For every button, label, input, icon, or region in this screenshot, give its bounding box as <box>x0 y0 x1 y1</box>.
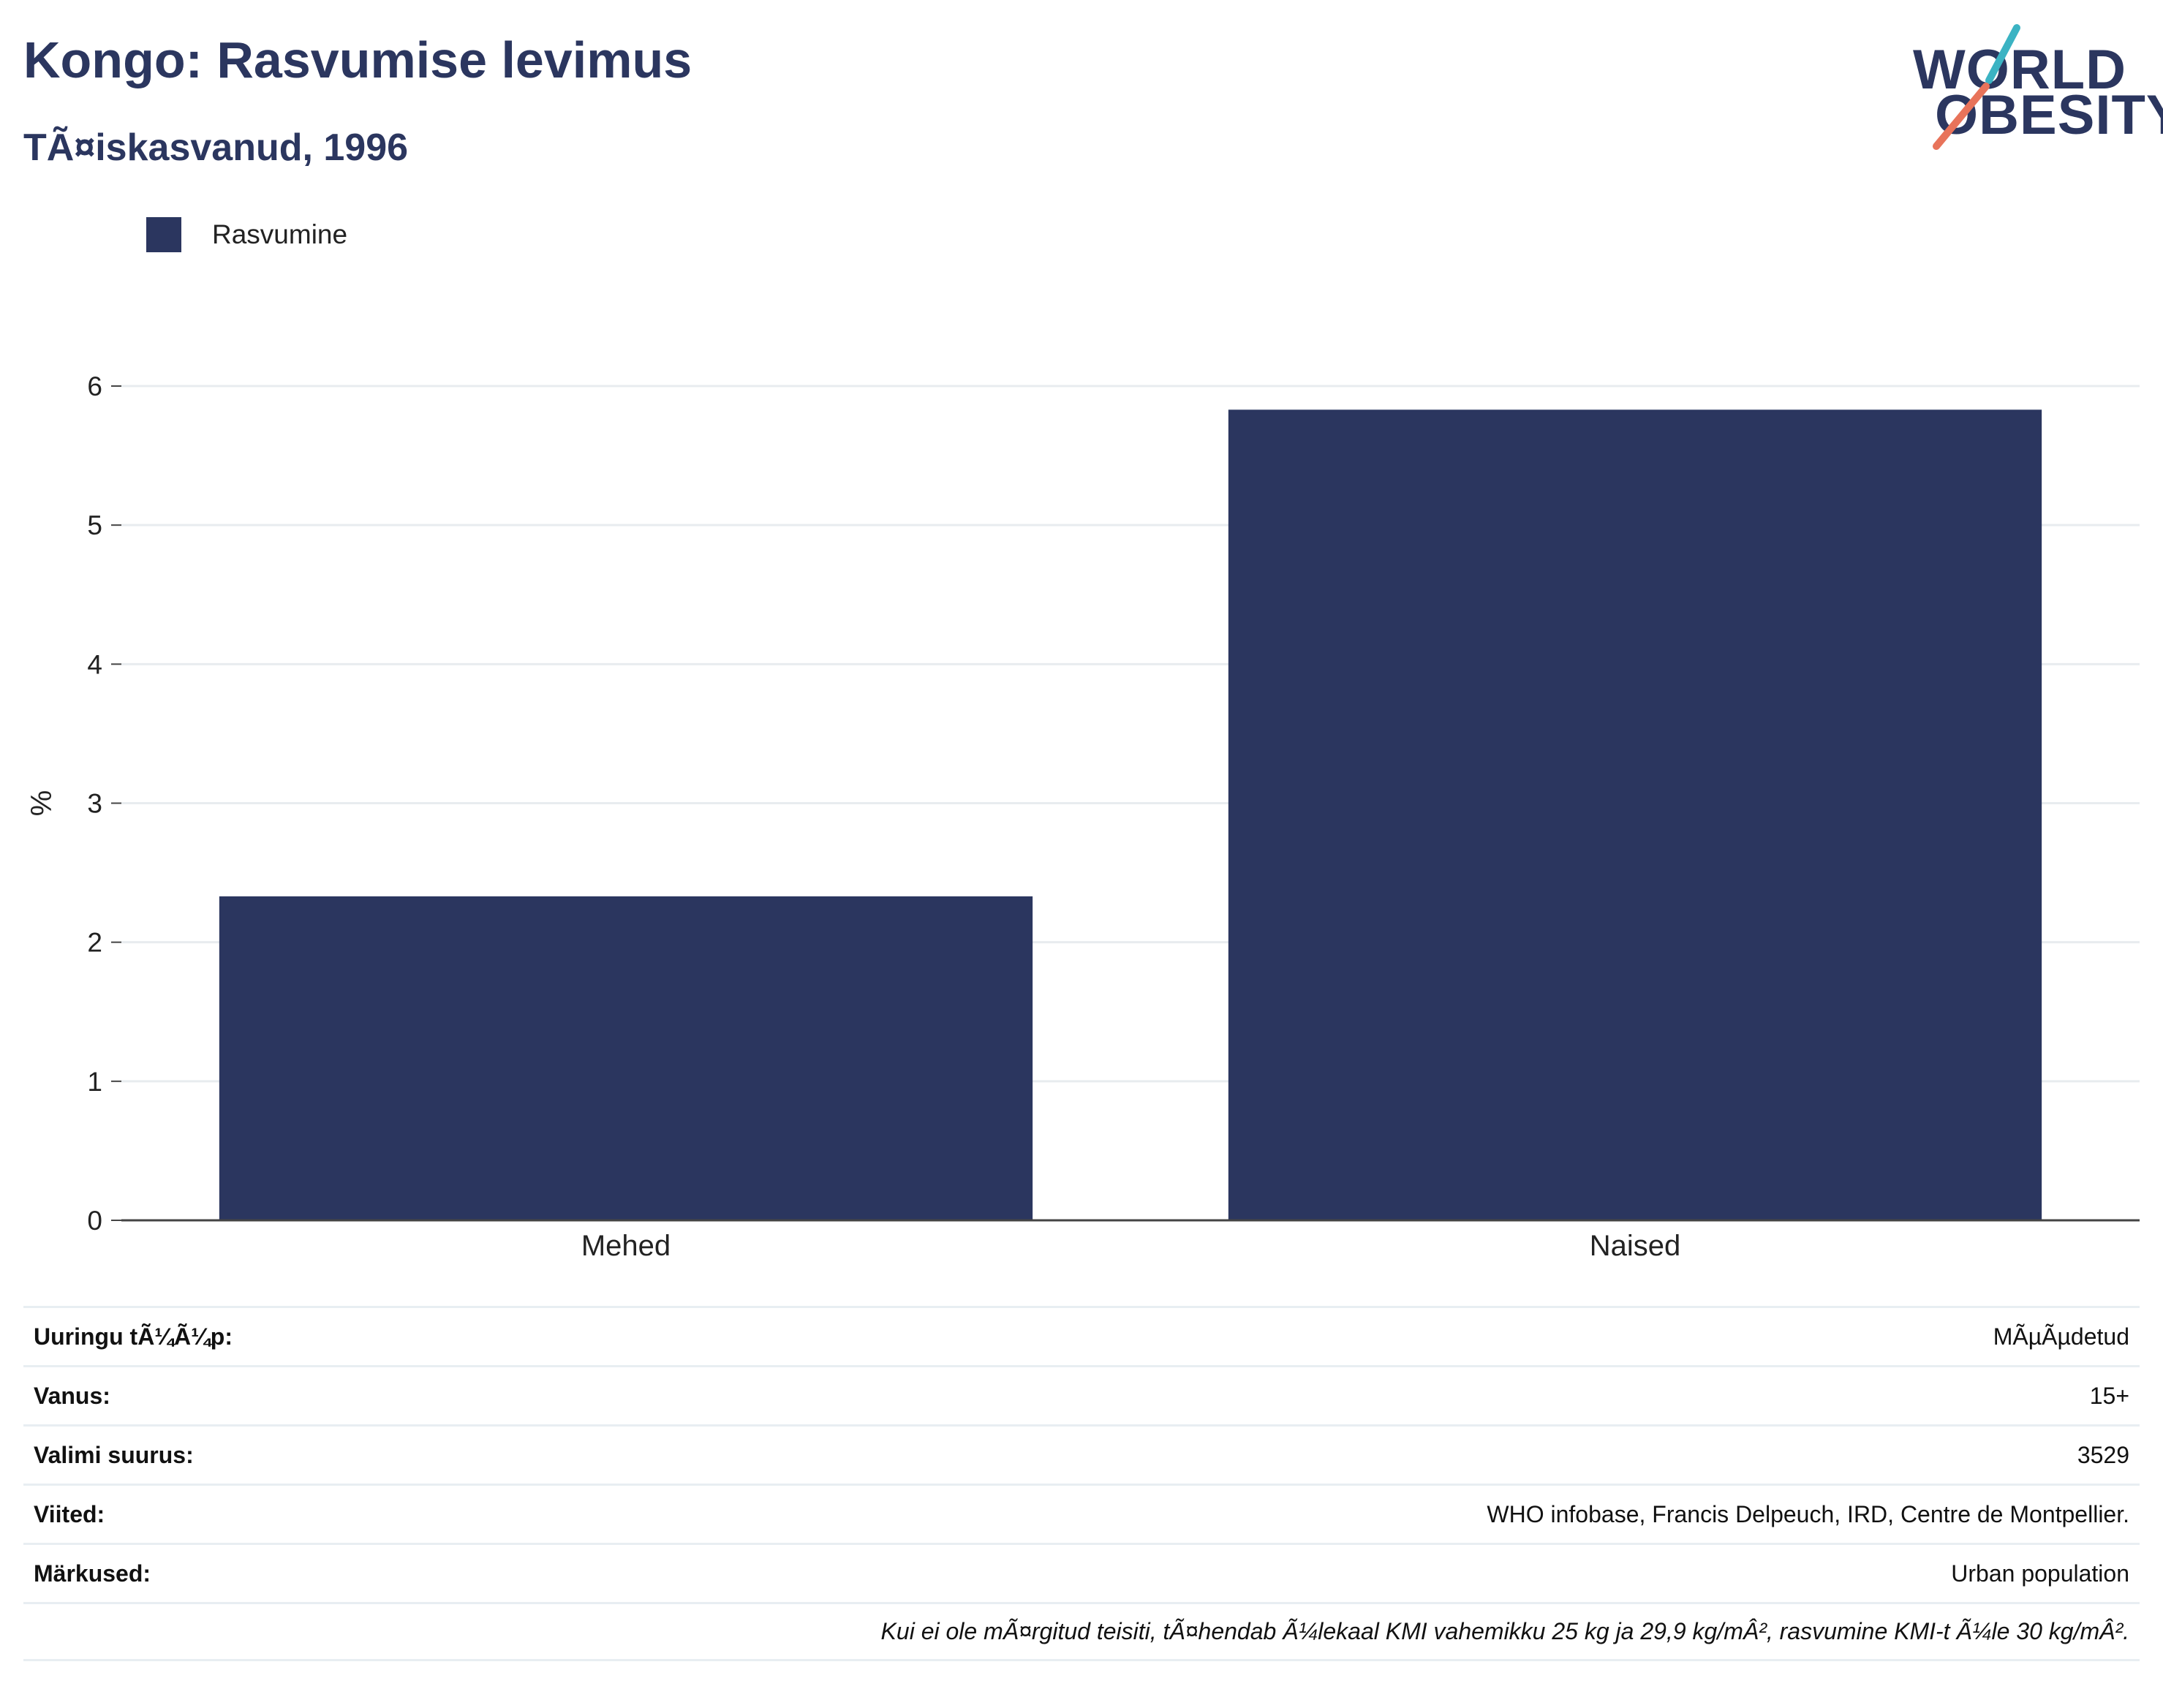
page-subtitle: TÃ¤iskasvanud, 1996 <box>23 126 409 169</box>
y-tick-label: 4 <box>87 649 102 679</box>
logo-line-1: WORLD <box>1913 39 2127 101</box>
info-label: Märkused: <box>34 1560 151 1587</box>
info-label: Viited: <box>34 1500 105 1527</box>
y-tick-label: 2 <box>87 928 102 958</box>
info-value: MÃµÃµdetud <box>1993 1323 2129 1350</box>
info-table: Uuringu tÃ¼Ã¼p: MÃµÃµdetud Vanus: 15+ Va… <box>23 1306 2140 1661</box>
info-label: Valimi suurus: <box>34 1441 194 1468</box>
info-value: WHO infobase, Francis Delpeuch, IRD, Cen… <box>1487 1500 2129 1527</box>
y-tick-label: 1 <box>87 1067 102 1097</box>
world-obesity-logo: WORLD OBESITY <box>1909 22 2163 154</box>
logo-slash-icon <box>1933 24 2020 150</box>
y-tick-label: 6 <box>87 371 102 401</box>
info-row-sample-size: Valimi suurus: 3529 <box>23 1424 2140 1484</box>
info-footnote: Kui ei ole mÃ¤rgitud teisiti, tÃ¤hendab … <box>880 1618 2129 1644</box>
info-label: Vanus: <box>34 1382 110 1409</box>
info-label: Uuringu tÃ¼Ã¼p: <box>34 1323 233 1350</box>
y-axis-label: % <box>26 790 58 817</box>
info-footnote-row: Kui ei ole mÃ¤rgitud teisiti, tÃ¤hendab … <box>23 1602 2140 1661</box>
chart-legend: Rasvumine <box>146 216 347 253</box>
legend-label: Rasvumine <box>212 219 348 249</box>
info-row-notes: Märkused: Urban population <box>23 1543 2140 1602</box>
y-tick-label: 5 <box>87 510 102 540</box>
info-value: Urban population <box>1951 1560 2129 1587</box>
bar <box>1228 409 2042 1220</box>
info-row-age: Vanus: 15+ <box>23 1365 2140 1424</box>
x-tick-label: Naised <box>1590 1230 1681 1262</box>
info-row-references: Viited: WHO infobase, Francis Delpeuch, … <box>23 1484 2140 1543</box>
page-title: Kongo: Rasvumise levimus <box>23 31 692 88</box>
y-tick-label: 3 <box>87 789 102 819</box>
info-value: 15+ <box>2089 1382 2129 1409</box>
info-value: 3529 <box>2077 1441 2129 1468</box>
bar-chart: 0 1 2 3 4 5 6 Mehed Naised% <box>26 371 2140 1262</box>
x-tick-label: Mehed <box>581 1230 671 1262</box>
info-row-survey-type: Uuringu tÃ¼Ã¼p: MÃµÃµdetud <box>23 1306 2140 1365</box>
legend-swatch <box>146 217 181 252</box>
bar <box>219 896 1033 1220</box>
y-tick-label: 0 <box>87 1206 102 1236</box>
